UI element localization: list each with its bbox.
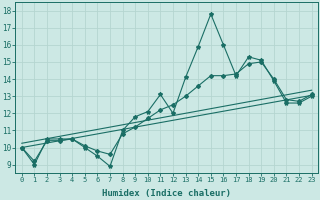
X-axis label: Humidex (Indice chaleur): Humidex (Indice chaleur) xyxy=(102,189,231,198)
